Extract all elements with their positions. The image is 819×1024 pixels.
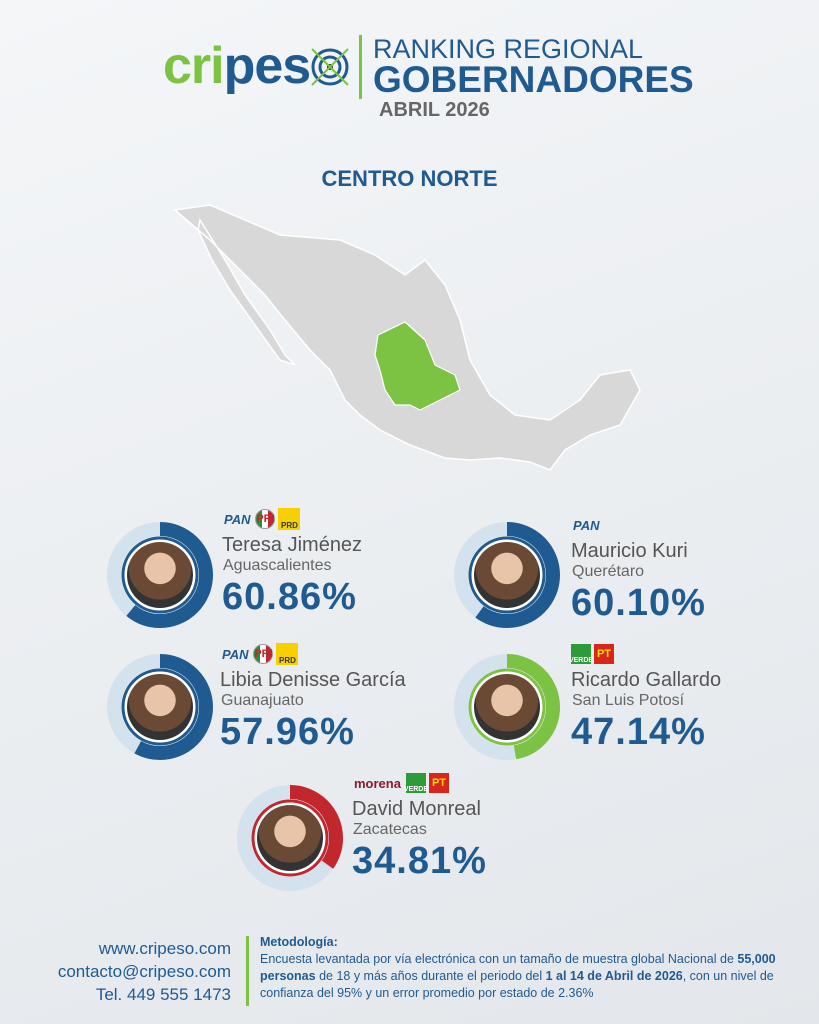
methodology-text: de 18 y más años durante el periodo del (315, 969, 546, 983)
contact-info: www.cripeso.com contacto@cripeso.com Tel… (58, 937, 231, 1006)
party-logo-pt: PT (428, 773, 449, 793)
party-logo-pt: PT (594, 644, 614, 664)
website-link[interactable]: www.cripeso.com (98, 939, 231, 958)
party-logo-verde: VERDE (569, 644, 593, 664)
cripeso-logo: cripes (163, 40, 350, 92)
party-logo-pan: PAN (222, 646, 249, 662)
governor-photo (127, 542, 193, 608)
mexico-map (173, 204, 641, 471)
ring-value-arc (454, 654, 560, 760)
party-logo-pan: PAN (224, 511, 251, 527)
party-logo-pri: PRI (253, 644, 274, 664)
methodology-text: , con un nivel de confianza del 95% y un… (260, 969, 774, 1000)
ring-value-arc (237, 785, 343, 891)
ring-value-arc (107, 654, 213, 760)
title-line1: RANKING REGIONAL (373, 34, 644, 64)
approval-percent: 57.96% (220, 711, 355, 753)
party-logos: morena VERDE PT (352, 772, 449, 794)
governor-photo (127, 674, 193, 740)
phone: Tel. 449 555 1473 (95, 985, 231, 1004)
approval-percent: 34.81% (352, 840, 487, 882)
governor-state: San Luis Potosí (572, 692, 685, 709)
approval-percent: 60.86% (222, 576, 357, 618)
sample-size: 55,000 personas (260, 952, 776, 983)
methodology-text: Encuesta levantada por vía electrónica c… (260, 952, 738, 966)
party-logos: PAN PRI PRD (220, 643, 299, 665)
governor-name: Teresa Jiménez (222, 534, 363, 556)
party-logo-prd: PRD (276, 643, 299, 665)
party-logo-morena: morena (354, 775, 401, 791)
governor-state: Aguascalientes (223, 557, 332, 574)
approval-percent: 60.10% (571, 582, 706, 624)
party-logos: PAN PRI PRD (222, 508, 301, 530)
governor-name: Mauricio Kuri (571, 540, 688, 562)
governor-photo (474, 542, 540, 608)
governor-state: Zacatecas (353, 821, 427, 838)
header-divider (359, 35, 362, 99)
party-logo-pri: PRI (255, 509, 276, 529)
governor-state: Guanajuato (221, 692, 304, 709)
approval-percent: 47.14% (571, 711, 706, 753)
party-logo-pan: PAN (573, 517, 600, 533)
ring-value-arc (107, 522, 213, 628)
party-logos: VERDE PT (569, 643, 614, 665)
governor-name: Libia Denisse García (220, 669, 406, 691)
title-line2: GOBERNADORES (373, 59, 694, 100)
party-logos: PAN (571, 514, 601, 536)
centro-norte-region (374, 321, 461, 411)
region-title: CENTRO NORTE (321, 166, 498, 191)
methodology-title: Metodología: (260, 935, 338, 949)
party-logo-prd: PRD (278, 508, 301, 530)
ring-value-arc (454, 522, 560, 628)
target-icon (311, 48, 349, 86)
footer-divider (246, 936, 249, 1006)
governor-name: Ricardo Gallardo (571, 669, 722, 691)
governor-state: Querétaro (572, 563, 645, 580)
governor-name: David Monreal (352, 798, 481, 820)
party-logo-verde: VERDE (404, 773, 428, 793)
governor-photo (257, 805, 323, 871)
governor-photo (474, 674, 540, 740)
email-link[interactable]: contacto@cripeso.com (57, 962, 231, 981)
methodology: Metodología: Encuesta levantada por vía … (260, 934, 800, 1002)
survey-period: 1 al 14 de Abril de 2026 (545, 969, 683, 983)
report-date: ABRIL 2026 (379, 99, 490, 121)
